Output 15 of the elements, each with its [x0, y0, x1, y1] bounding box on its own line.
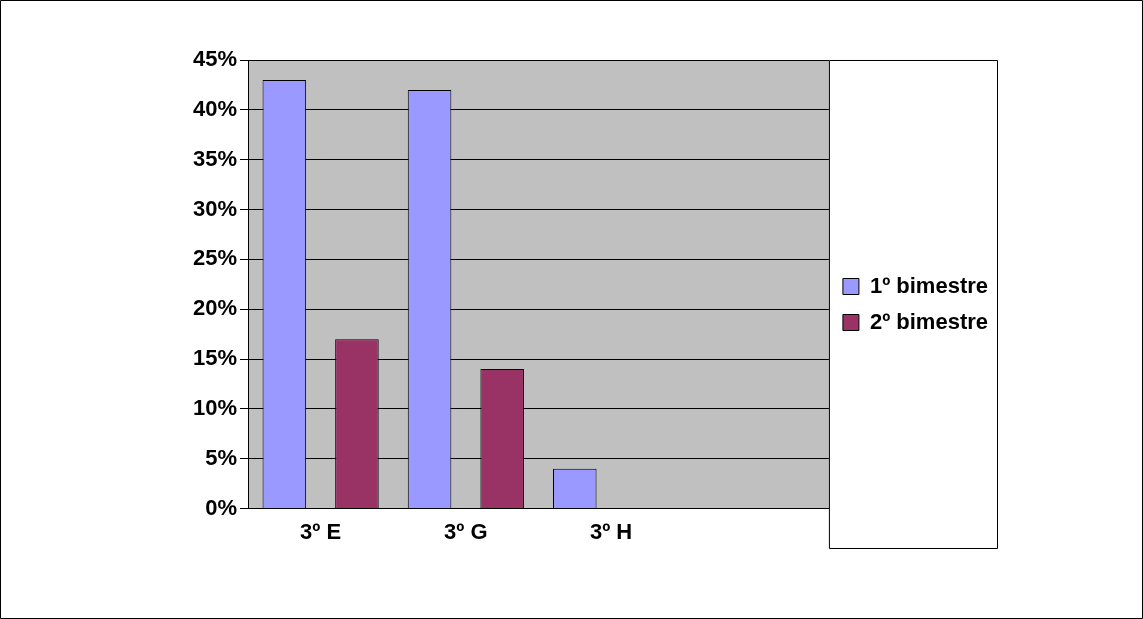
y-tick-label: 5% — [205, 444, 238, 470]
y-tick-label: 45% — [192, 46, 238, 72]
x-tick-label: 3º H — [589, 518, 633, 544]
x-tick-label: 3º G — [444, 518, 488, 544]
y-tick-label: 30% — [192, 195, 238, 221]
y-tick-label: 25% — [192, 245, 238, 271]
x-tick-label: 3º E — [300, 518, 342, 544]
y-tick-label: 0% — [205, 494, 238, 520]
y-tick-label: 10% — [192, 394, 238, 420]
legend-label: 2º bimestre — [869, 308, 988, 334]
y-tick-label: 20% — [192, 295, 238, 321]
legend-label: 1º bimestre — [869, 272, 988, 298]
y-tick-label: 40% — [192, 95, 238, 121]
y-tick-label: 35% — [192, 145, 238, 171]
y-tick-label: 15% — [192, 345, 238, 371]
